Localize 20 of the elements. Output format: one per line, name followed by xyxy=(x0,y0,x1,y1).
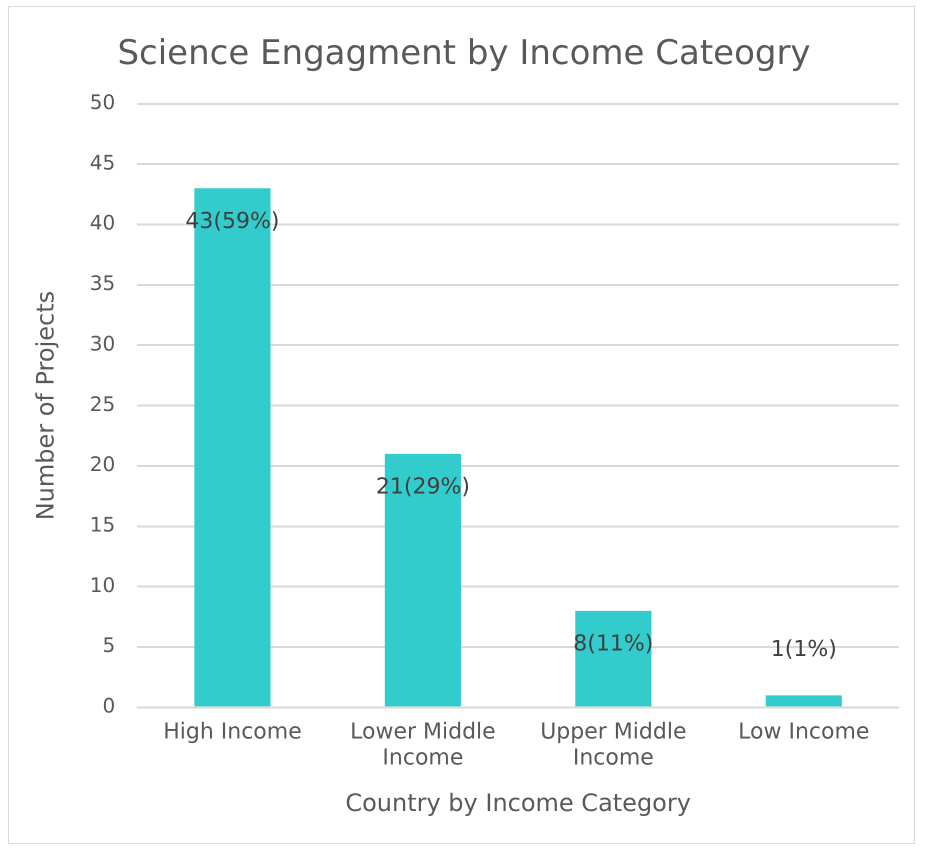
y-tick-label: 40 xyxy=(90,210,116,235)
bar xyxy=(766,695,842,706)
y-tick-label: 25 xyxy=(90,392,116,416)
x-tick-label: High Income xyxy=(163,719,302,744)
y-axis-title: Number of Projects xyxy=(32,290,60,520)
chart-title: Science Engagment by Income Cateogry xyxy=(117,33,811,74)
y-tick-label: 10 xyxy=(90,572,116,597)
x-tick-label: Upper Middle Income xyxy=(540,719,686,771)
y-tick-label: 30 xyxy=(90,331,116,356)
data-label: 1(1%) xyxy=(770,637,837,662)
y-tick-label: 0 xyxy=(102,694,116,718)
x-tick-label: Lower Middle Income xyxy=(350,719,496,771)
y-tick-label: 45 xyxy=(90,150,116,174)
y-tick-label: 5 xyxy=(102,633,116,658)
y-tick-label: 20 xyxy=(90,452,116,476)
y-tick-label: 15 xyxy=(90,512,116,537)
x-axis-title: Country by Income Category xyxy=(345,788,691,817)
x-tick-label: Low Income xyxy=(738,719,870,744)
y-tick-label: 35 xyxy=(90,271,116,296)
y-tick-label: 50 xyxy=(90,90,116,114)
